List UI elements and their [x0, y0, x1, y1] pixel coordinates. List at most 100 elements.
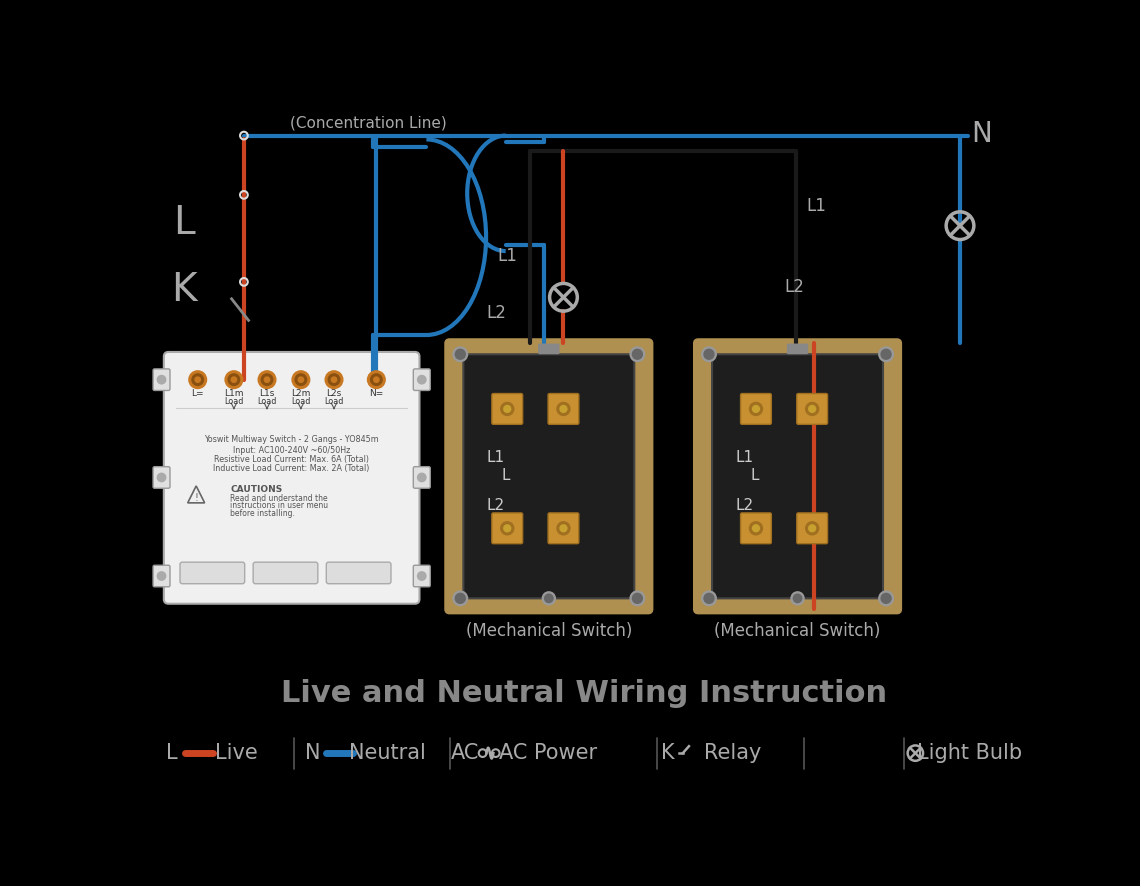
- FancyBboxPatch shape: [164, 352, 420, 603]
- Circle shape: [157, 572, 165, 579]
- Text: !: !: [194, 494, 198, 503]
- FancyBboxPatch shape: [326, 562, 391, 584]
- Circle shape: [543, 592, 555, 604]
- Circle shape: [456, 594, 465, 603]
- Circle shape: [332, 377, 336, 382]
- Circle shape: [806, 522, 819, 534]
- Text: Live and Neutral Wiring Instruction: Live and Neutral Wiring Instruction: [282, 679, 887, 708]
- FancyBboxPatch shape: [180, 562, 245, 584]
- Text: L: L: [173, 205, 195, 243]
- Circle shape: [705, 350, 714, 359]
- Text: L2m: L2m: [291, 389, 310, 398]
- Text: L2: L2: [735, 498, 754, 513]
- Circle shape: [454, 347, 467, 361]
- FancyBboxPatch shape: [548, 393, 579, 424]
- FancyBboxPatch shape: [253, 562, 318, 584]
- Circle shape: [299, 377, 303, 382]
- Circle shape: [295, 374, 307, 385]
- Circle shape: [633, 350, 642, 359]
- Circle shape: [418, 376, 425, 384]
- Text: Input: AC100-240V ~60/50Hz: Input: AC100-240V ~60/50Hz: [233, 446, 350, 455]
- Text: Light Bulb: Light Bulb: [917, 743, 1021, 763]
- Circle shape: [881, 594, 890, 603]
- Circle shape: [374, 377, 378, 382]
- Circle shape: [157, 376, 165, 384]
- Circle shape: [261, 374, 272, 385]
- Circle shape: [630, 347, 644, 361]
- Text: K: K: [171, 270, 197, 308]
- Circle shape: [630, 592, 644, 605]
- Circle shape: [791, 592, 804, 604]
- FancyBboxPatch shape: [491, 393, 522, 424]
- Text: L1s: L1s: [259, 389, 275, 398]
- Text: L=: L=: [192, 389, 204, 398]
- Text: Neutral: Neutral: [350, 743, 426, 763]
- Circle shape: [504, 525, 511, 532]
- FancyBboxPatch shape: [539, 345, 559, 354]
- Circle shape: [561, 525, 567, 532]
- Text: AC: AC: [450, 743, 479, 763]
- Text: L2s: L2s: [326, 389, 342, 398]
- Text: L1: L1: [807, 198, 826, 215]
- Text: Inductive Load Current: Max. 2A (Total): Inductive Load Current: Max. 2A (Total): [213, 464, 369, 473]
- Text: N: N: [306, 743, 321, 763]
- FancyBboxPatch shape: [414, 467, 430, 488]
- FancyBboxPatch shape: [712, 354, 884, 598]
- Text: Load: Load: [258, 397, 277, 406]
- FancyBboxPatch shape: [491, 513, 522, 544]
- Text: Live: Live: [214, 743, 258, 763]
- Text: L2: L2: [487, 498, 505, 513]
- Circle shape: [752, 406, 759, 412]
- Circle shape: [702, 592, 716, 605]
- Circle shape: [793, 595, 801, 602]
- Circle shape: [193, 374, 203, 385]
- Circle shape: [370, 374, 382, 385]
- Circle shape: [293, 371, 309, 388]
- Text: N: N: [971, 120, 992, 148]
- FancyBboxPatch shape: [797, 513, 828, 544]
- FancyBboxPatch shape: [414, 565, 430, 587]
- Circle shape: [418, 474, 425, 481]
- Circle shape: [881, 350, 890, 359]
- Circle shape: [806, 403, 819, 415]
- Circle shape: [454, 592, 467, 605]
- Text: N=: N=: [369, 389, 383, 398]
- Circle shape: [702, 347, 716, 361]
- Circle shape: [228, 374, 239, 385]
- FancyBboxPatch shape: [548, 513, 579, 544]
- Text: L1: L1: [735, 450, 754, 465]
- Circle shape: [326, 371, 342, 388]
- FancyBboxPatch shape: [446, 339, 652, 613]
- Text: L: L: [166, 743, 178, 763]
- Circle shape: [705, 594, 714, 603]
- Circle shape: [557, 403, 570, 415]
- FancyBboxPatch shape: [414, 369, 430, 391]
- Text: Load: Load: [225, 397, 244, 406]
- FancyBboxPatch shape: [153, 565, 170, 587]
- Text: L2: L2: [487, 304, 506, 322]
- FancyBboxPatch shape: [153, 467, 170, 488]
- Circle shape: [189, 371, 206, 388]
- Circle shape: [195, 377, 200, 382]
- FancyBboxPatch shape: [463, 354, 634, 598]
- Circle shape: [456, 350, 465, 359]
- Text: instructions in user menu: instructions in user menu: [230, 501, 328, 510]
- FancyBboxPatch shape: [694, 339, 901, 613]
- Circle shape: [157, 474, 165, 481]
- Circle shape: [557, 522, 570, 534]
- Circle shape: [504, 406, 511, 412]
- Text: Load: Load: [291, 397, 310, 406]
- Circle shape: [231, 377, 236, 382]
- Text: L1m: L1m: [225, 389, 244, 398]
- Text: CAUTIONS: CAUTIONS: [230, 485, 283, 494]
- Text: Yoswit Multiway Switch - 2 Gangs - YO845m: Yoswit Multiway Switch - 2 Gangs - YO845…: [204, 435, 378, 444]
- Text: Load: Load: [324, 397, 343, 406]
- Text: Relay: Relay: [705, 743, 762, 763]
- Text: Read and understand the: Read and understand the: [230, 494, 327, 502]
- Text: L1: L1: [487, 450, 505, 465]
- Text: AC Power: AC Power: [499, 743, 597, 763]
- Circle shape: [368, 371, 385, 388]
- Circle shape: [226, 371, 243, 388]
- Text: (Mechanical Switch): (Mechanical Switch): [465, 622, 632, 640]
- Text: (Concentration Line): (Concentration Line): [291, 116, 447, 131]
